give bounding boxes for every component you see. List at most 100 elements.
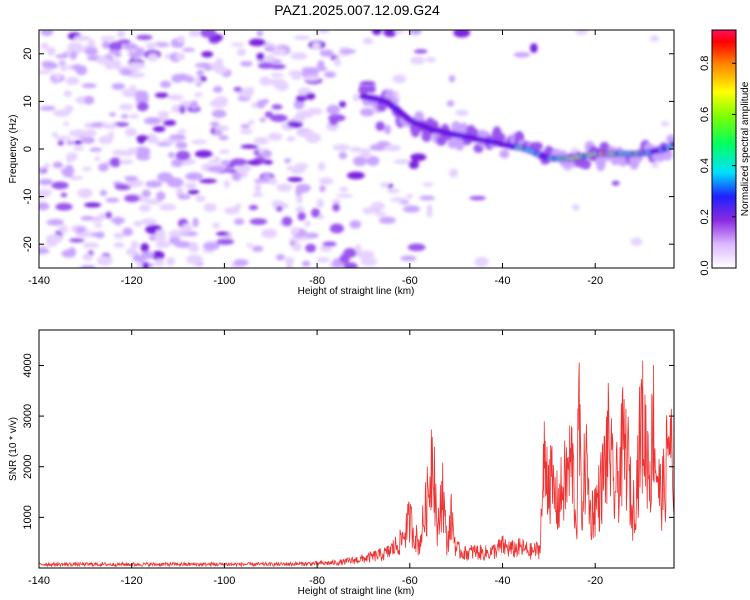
- noise-blob: [77, 188, 93, 199]
- noise-blob: [513, 51, 531, 58]
- noise-blob: [305, 133, 322, 143]
- noise-blob: [408, 160, 420, 169]
- noise-blob: [124, 175, 138, 182]
- noise-blob: [256, 52, 265, 61]
- noise-blob: [332, 199, 341, 205]
- noise-blob: [60, 192, 68, 198]
- noise-blob: [131, 240, 139, 250]
- noise-blob: [136, 135, 149, 141]
- snr-x-tick-label: -140: [28, 575, 50, 587]
- noise-blob: [310, 208, 321, 218]
- noise-blob: [265, 54, 276, 60]
- noise-blob: [94, 223, 103, 228]
- noise-blob: [317, 214, 325, 220]
- noise-blob: [234, 203, 242, 209]
- noise-blob: [97, 255, 113, 266]
- colorbar: 0.0 0.2 0.4 0.6 0.8 Normalized spectral ampl…: [699, 29, 750, 276]
- noise-blob: [287, 176, 303, 183]
- noise-blob: [83, 242, 91, 249]
- noise-blob: [67, 247, 76, 258]
- noise-blob: [161, 138, 180, 144]
- noise-blob: [104, 59, 116, 70]
- noise-blob: [392, 74, 407, 84]
- noise-blob: [275, 205, 283, 212]
- noise-blob: [176, 35, 186, 43]
- noise-blob: [317, 162, 326, 171]
- noise-blob: [168, 134, 186, 141]
- ridge-halo: [599, 141, 610, 153]
- noise-blob: [446, 100, 455, 107]
- noise-blob: [46, 219, 64, 226]
- noise-blob: [329, 117, 339, 126]
- noise-blob: [311, 41, 322, 50]
- spectrogram-y-ticks: -20 -10 0 10 20: [22, 48, 674, 252]
- noise-blob: [57, 140, 65, 146]
- noise-blob: [83, 129, 97, 137]
- noise-blob: [651, 161, 660, 169]
- noise-blob: [156, 191, 166, 201]
- noise-blob: [215, 231, 230, 236]
- noise-blob: [326, 104, 341, 115]
- noise-blob: [366, 155, 380, 166]
- noise-blob: [455, 109, 469, 117]
- noise-blob: [145, 180, 163, 188]
- noise-blob: [209, 62, 225, 70]
- noise-blob: [212, 86, 223, 93]
- noise-blob: [319, 185, 326, 193]
- noise-blob: [370, 201, 385, 211]
- noise-blob: [360, 107, 375, 117]
- noise-blob: [39, 69, 53, 75]
- noise-blob: [176, 129, 187, 134]
- noise-blob: [81, 166, 92, 172]
- spectrogram-x-axis-label: Height of straight line (km): [298, 286, 415, 297]
- noise-blob: [124, 194, 140, 203]
- noise-blob: [229, 158, 248, 166]
- noise-blob: [340, 49, 357, 54]
- noise-blob: [109, 157, 121, 168]
- noise-blob: [79, 265, 97, 268]
- noise-blob: [203, 203, 217, 212]
- noise-blob: [231, 171, 242, 181]
- noise-blob: [356, 250, 375, 259]
- noise-blob: [81, 136, 95, 144]
- noise-blob: [188, 30, 201, 38]
- noise-blob: [302, 75, 320, 81]
- noise-blob: [305, 92, 316, 100]
- noise-blob: [154, 234, 167, 242]
- noise-blob: [59, 224, 68, 234]
- noise-blob: [184, 182, 197, 189]
- noise-blob: [263, 159, 273, 165]
- noise-blob: [281, 216, 293, 227]
- noise-blob: [154, 92, 169, 98]
- noise-blob: [69, 129, 88, 138]
- noise-blob: [422, 182, 434, 187]
- noise-blob: [69, 51, 77, 60]
- colorbar-tick-label: 0.6: [699, 107, 711, 122]
- noise-blob: [191, 139, 207, 145]
- snr-panel: -140 -120 -100 -80 -60 -40 -20 1000 2000 3000 400…: [8, 329, 675, 597]
- noise-blob: [293, 99, 305, 110]
- noise-blob: [151, 250, 165, 261]
- noise-blob: [175, 52, 186, 61]
- noise-blob: [51, 181, 69, 190]
- noise-blob: [324, 71, 337, 78]
- noise-blob: [46, 47, 56, 56]
- noise-blob: [39, 105, 56, 111]
- noise-blob: [333, 57, 341, 67]
- noise-blob: [332, 203, 340, 212]
- noise-blob: [256, 99, 266, 109]
- noise-blob: [122, 227, 133, 237]
- spectrogram-y-tick-label: -20: [22, 236, 34, 252]
- noise-blob: [186, 254, 204, 265]
- noise-blob: [213, 129, 223, 136]
- noise-blob: [297, 211, 306, 221]
- noise-blob: [122, 43, 138, 51]
- noise-blob: [378, 216, 396, 224]
- noise-blob: [271, 104, 283, 110]
- noise-blob: [39, 189, 53, 194]
- noise-blob: [192, 217, 199, 228]
- snr-series-line: [39, 360, 674, 568]
- noise-blob: [301, 66, 320, 73]
- noise-blob: [248, 38, 266, 47]
